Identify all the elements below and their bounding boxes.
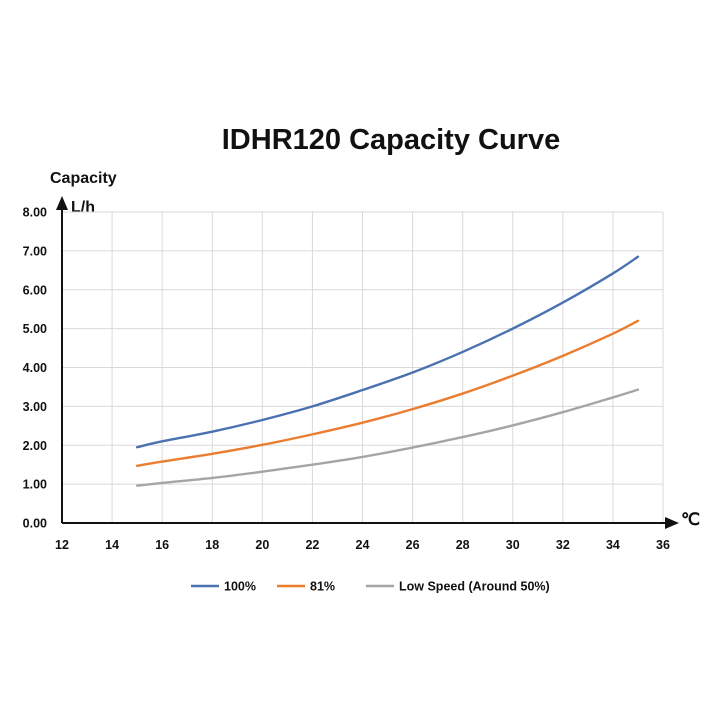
grid (62, 212, 663, 523)
x-tick-label: 16 (155, 538, 169, 552)
y-tick-label: 4.00 (23, 361, 47, 375)
x-tick-label: 12 (55, 538, 69, 552)
legend-label: 100% (224, 580, 256, 594)
y-tick-label: 1.00 (23, 478, 47, 492)
y-tick-label: 2.00 (23, 439, 47, 453)
x-axis-arrow-icon (665, 517, 679, 529)
y-axis-unit: L/h (71, 199, 95, 216)
tick-labels: 12 14 16 18 20 22 24 26 28 30 32 34 36 0.00 1.00 2.00 3.… (23, 206, 670, 553)
y-tick-label: 6.00 (23, 283, 47, 297)
legend-label: Low Speed (Around 50%) (399, 580, 550, 594)
x-tick-label: 32 (556, 538, 570, 552)
y-tick-label: 8.00 (23, 206, 47, 220)
x-tick-label: 14 (105, 538, 119, 552)
x-axis-unit: ℃ (681, 510, 700, 529)
x-tick-label: 24 (356, 538, 370, 552)
x-tick-label: 18 (205, 538, 219, 552)
y-tick-label: 0.00 (23, 517, 47, 531)
legend-label: 81% (310, 580, 335, 594)
chart-title: IDHR120 Capacity Curve (222, 124, 560, 156)
x-tick-label: 22 (305, 538, 319, 552)
x-tick-label: 26 (406, 538, 420, 552)
x-tick-label: 30 (506, 538, 520, 552)
y-tick-label: 7.00 (23, 244, 47, 258)
capacity-chart: IDHR120 Capacity Curve Capacity L/h ℃ 12… (0, 0, 718, 718)
x-tick-label: 28 (456, 538, 470, 552)
legend: 100% 81% Low Speed (Around 50%) (191, 580, 550, 594)
y-axis-arrow-icon (56, 196, 68, 210)
y-tick-label: 5.00 (23, 322, 47, 336)
y-tick-label: 3.00 (23, 400, 47, 414)
y-axis-label: Capacity (50, 170, 117, 187)
x-tick-label: 36 (656, 538, 670, 552)
x-tick-label: 34 (606, 538, 620, 552)
x-tick-label: 20 (255, 538, 269, 552)
axes (56, 196, 679, 529)
